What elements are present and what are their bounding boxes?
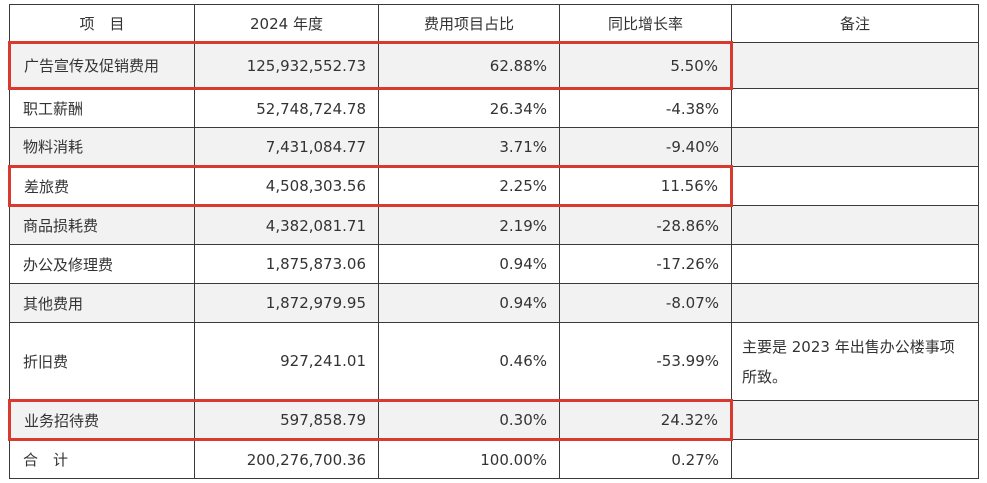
header-yoy: 同比增长率 bbox=[559, 4, 732, 43]
table-row-other: 其他费用 1,872,979.95 0.94% -8.07% bbox=[9, 283, 979, 323]
amount-cell: 4,508,303.56 bbox=[194, 165, 379, 207]
share-cell: 0.94% bbox=[378, 244, 560, 284]
yoy-cell: 0.27% bbox=[559, 439, 732, 479]
note-cell bbox=[731, 205, 979, 245]
yoy-cell: -9.40% bbox=[559, 127, 732, 167]
item-cell: 业务招待费 bbox=[8, 399, 195, 441]
yoy-cell: -4.38% bbox=[559, 88, 732, 128]
note-cell bbox=[731, 166, 979, 206]
note-cell bbox=[731, 439, 979, 479]
table-row-goods-loss: 商品损耗费 4,382,081.71 2.19% -28.86% bbox=[9, 205, 979, 245]
header-share: 费用项目占比 bbox=[378, 4, 560, 43]
share-cell: 62.88% bbox=[378, 41, 560, 90]
header-item: 项 目 bbox=[9, 4, 195, 43]
share-cell: 2.19% bbox=[378, 205, 560, 245]
header-year-2024: 2024 年度 bbox=[194, 4, 379, 43]
amount-cell: 200,276,700.36 bbox=[194, 439, 379, 479]
item-cell: 办公及修理费 bbox=[9, 244, 195, 284]
item-cell: 合 计 bbox=[9, 439, 195, 479]
item-cell: 职工薪酬 bbox=[9, 88, 195, 128]
header-note: 备注 bbox=[731, 4, 979, 43]
amount-cell: 52,748,724.78 bbox=[194, 88, 379, 128]
table-row-advertising: 广告宣传及促销费用 125,932,552.73 62.88% 5.50% bbox=[8, 41, 979, 90]
table-row-total: 合 计 200,276,700.36 100.00% 0.27% bbox=[9, 439, 979, 479]
amount-cell: 4,382,081.71 bbox=[194, 205, 379, 245]
item-cell: 差旅费 bbox=[8, 165, 195, 207]
yoy-cell: -17.26% bbox=[559, 244, 732, 284]
note-cell bbox=[731, 400, 979, 440]
amount-cell: 1,872,979.95 bbox=[194, 283, 379, 323]
table-row-depreciation: 折旧费 927,241.01 0.46% -53.99% 主要是 2023 年出… bbox=[9, 322, 979, 401]
amount-cell: 125,932,552.73 bbox=[194, 41, 379, 90]
note-cell bbox=[731, 88, 979, 128]
share-cell: 2.25% bbox=[378, 165, 560, 207]
yoy-cell: 5.50% bbox=[559, 41, 733, 90]
table-row-salary: 职工薪酬 52,748,724.78 26.34% -4.38% bbox=[9, 88, 979, 128]
yoy-cell: 24.32% bbox=[559, 399, 733, 441]
yoy-cell: -53.99% bbox=[559, 322, 732, 401]
table-row-travel: 差旅费 4,508,303.56 2.25% 11.56% bbox=[8, 165, 979, 207]
note-cell: 主要是 2023 年出售办公楼事项所致。 bbox=[731, 322, 979, 401]
share-cell: 0.46% bbox=[378, 322, 560, 401]
item-cell: 广告宣传及促销费用 bbox=[8, 41, 195, 90]
amount-cell: 597,858.79 bbox=[194, 399, 379, 441]
table-row-office-repair: 办公及修理费 1,875,873.06 0.94% -17.26% bbox=[9, 244, 979, 284]
expense-breakdown-table: 项 目 2024 年度 费用项目占比 同比增长率 备注 广告宣传及促销费用 12… bbox=[8, 4, 979, 479]
item-cell: 其他费用 bbox=[9, 283, 195, 323]
share-cell: 3.71% bbox=[378, 127, 560, 167]
table-header-row: 项 目 2024 年度 费用项目占比 同比增长率 备注 bbox=[9, 4, 979, 43]
share-cell: 26.34% bbox=[378, 88, 560, 128]
table-row-entertainment: 业务招待费 597,858.79 0.30% 24.32% bbox=[8, 399, 979, 441]
amount-cell: 1,875,873.06 bbox=[194, 244, 379, 284]
note-cell bbox=[731, 283, 979, 323]
note-cell bbox=[731, 127, 979, 167]
yoy-cell: -8.07% bbox=[559, 283, 732, 323]
yoy-cell: -28.86% bbox=[559, 205, 732, 245]
note-cell bbox=[731, 244, 979, 284]
amount-cell: 7,431,084.77 bbox=[194, 127, 379, 167]
share-cell: 0.94% bbox=[378, 283, 560, 323]
item-cell: 折旧费 bbox=[9, 322, 195, 401]
item-cell: 物料消耗 bbox=[9, 127, 195, 167]
table-row-materials: 物料消耗 7,431,084.77 3.71% -9.40% bbox=[9, 127, 979, 167]
amount-cell: 927,241.01 bbox=[194, 322, 379, 401]
yoy-cell: 11.56% bbox=[559, 165, 733, 207]
note-cell bbox=[731, 42, 979, 89]
share-cell: 0.30% bbox=[378, 399, 560, 441]
item-cell: 商品损耗费 bbox=[9, 205, 195, 245]
share-cell: 100.00% bbox=[378, 439, 560, 479]
